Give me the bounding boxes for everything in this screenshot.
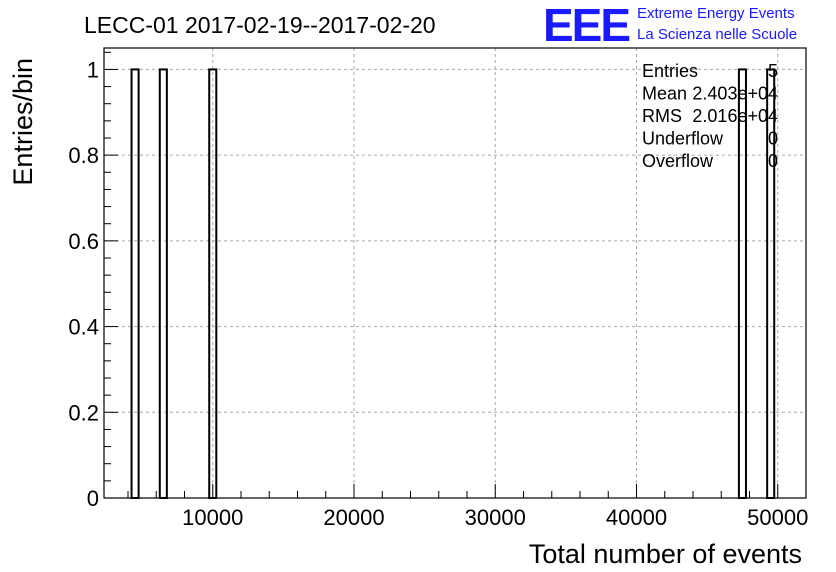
x-tick-label: 50000 [747, 505, 808, 530]
histogram-bar [158, 68, 168, 500]
eee-logo: EEE Extreme Energy Events La Scienza nel… [543, 0, 797, 51]
y-axis-title: Entries/bin [8, 58, 38, 186]
y-tick-label: 0.4 [68, 315, 99, 340]
plot-frame [103, 47, 807, 499]
logo-mark: EEE [543, 0, 629, 51]
y-tick-label: 0.6 [68, 229, 99, 254]
stats-value: 0 [768, 151, 778, 171]
histogram-bar [737, 68, 747, 500]
y-tick-label: 0 [87, 486, 99, 511]
histogram-bar [130, 68, 140, 500]
stats-label: Mean [642, 84, 687, 104]
stats-value: 5 [768, 61, 778, 81]
stats-label: Entries [642, 61, 698, 81]
stats-label: RMS [642, 106, 682, 126]
logo-line-1: Extreme Energy Events [637, 5, 795, 22]
chart-title: LECC-01 2017-02-19--2017-02-20 [84, 12, 436, 38]
x-axis-title: Total number of events [529, 539, 802, 569]
logo-line-2: La Scienza nelle Scuole [637, 26, 797, 43]
stats-label: Underflow [642, 129, 724, 149]
y-tick-label: 1 [87, 57, 99, 82]
stats-label: Overflow [642, 151, 714, 171]
y-tick-label: 0.2 [68, 400, 99, 425]
stats-value: 2.016e+04 [692, 106, 778, 126]
x-tick-label: 40000 [606, 505, 667, 530]
axes: 10000 20000 30000 40000 50000 0 0.2 0.4 0.6 0.8 1 [68, 47, 808, 530]
grid [104, 48, 806, 498]
stats-value: 0 [768, 129, 778, 149]
stats-box: Entries 5 Mean 2.403e+04 RMS 2.016e+04 Underfl… [642, 61, 778, 171]
x-tick-label: 20000 [323, 505, 384, 530]
x-tick-label: 30000 [465, 505, 526, 530]
stats-value: 2.403e+04 [692, 84, 778, 104]
x-tick-label: 10000 [182, 505, 243, 530]
y-tick-label: 0.8 [68, 143, 99, 168]
